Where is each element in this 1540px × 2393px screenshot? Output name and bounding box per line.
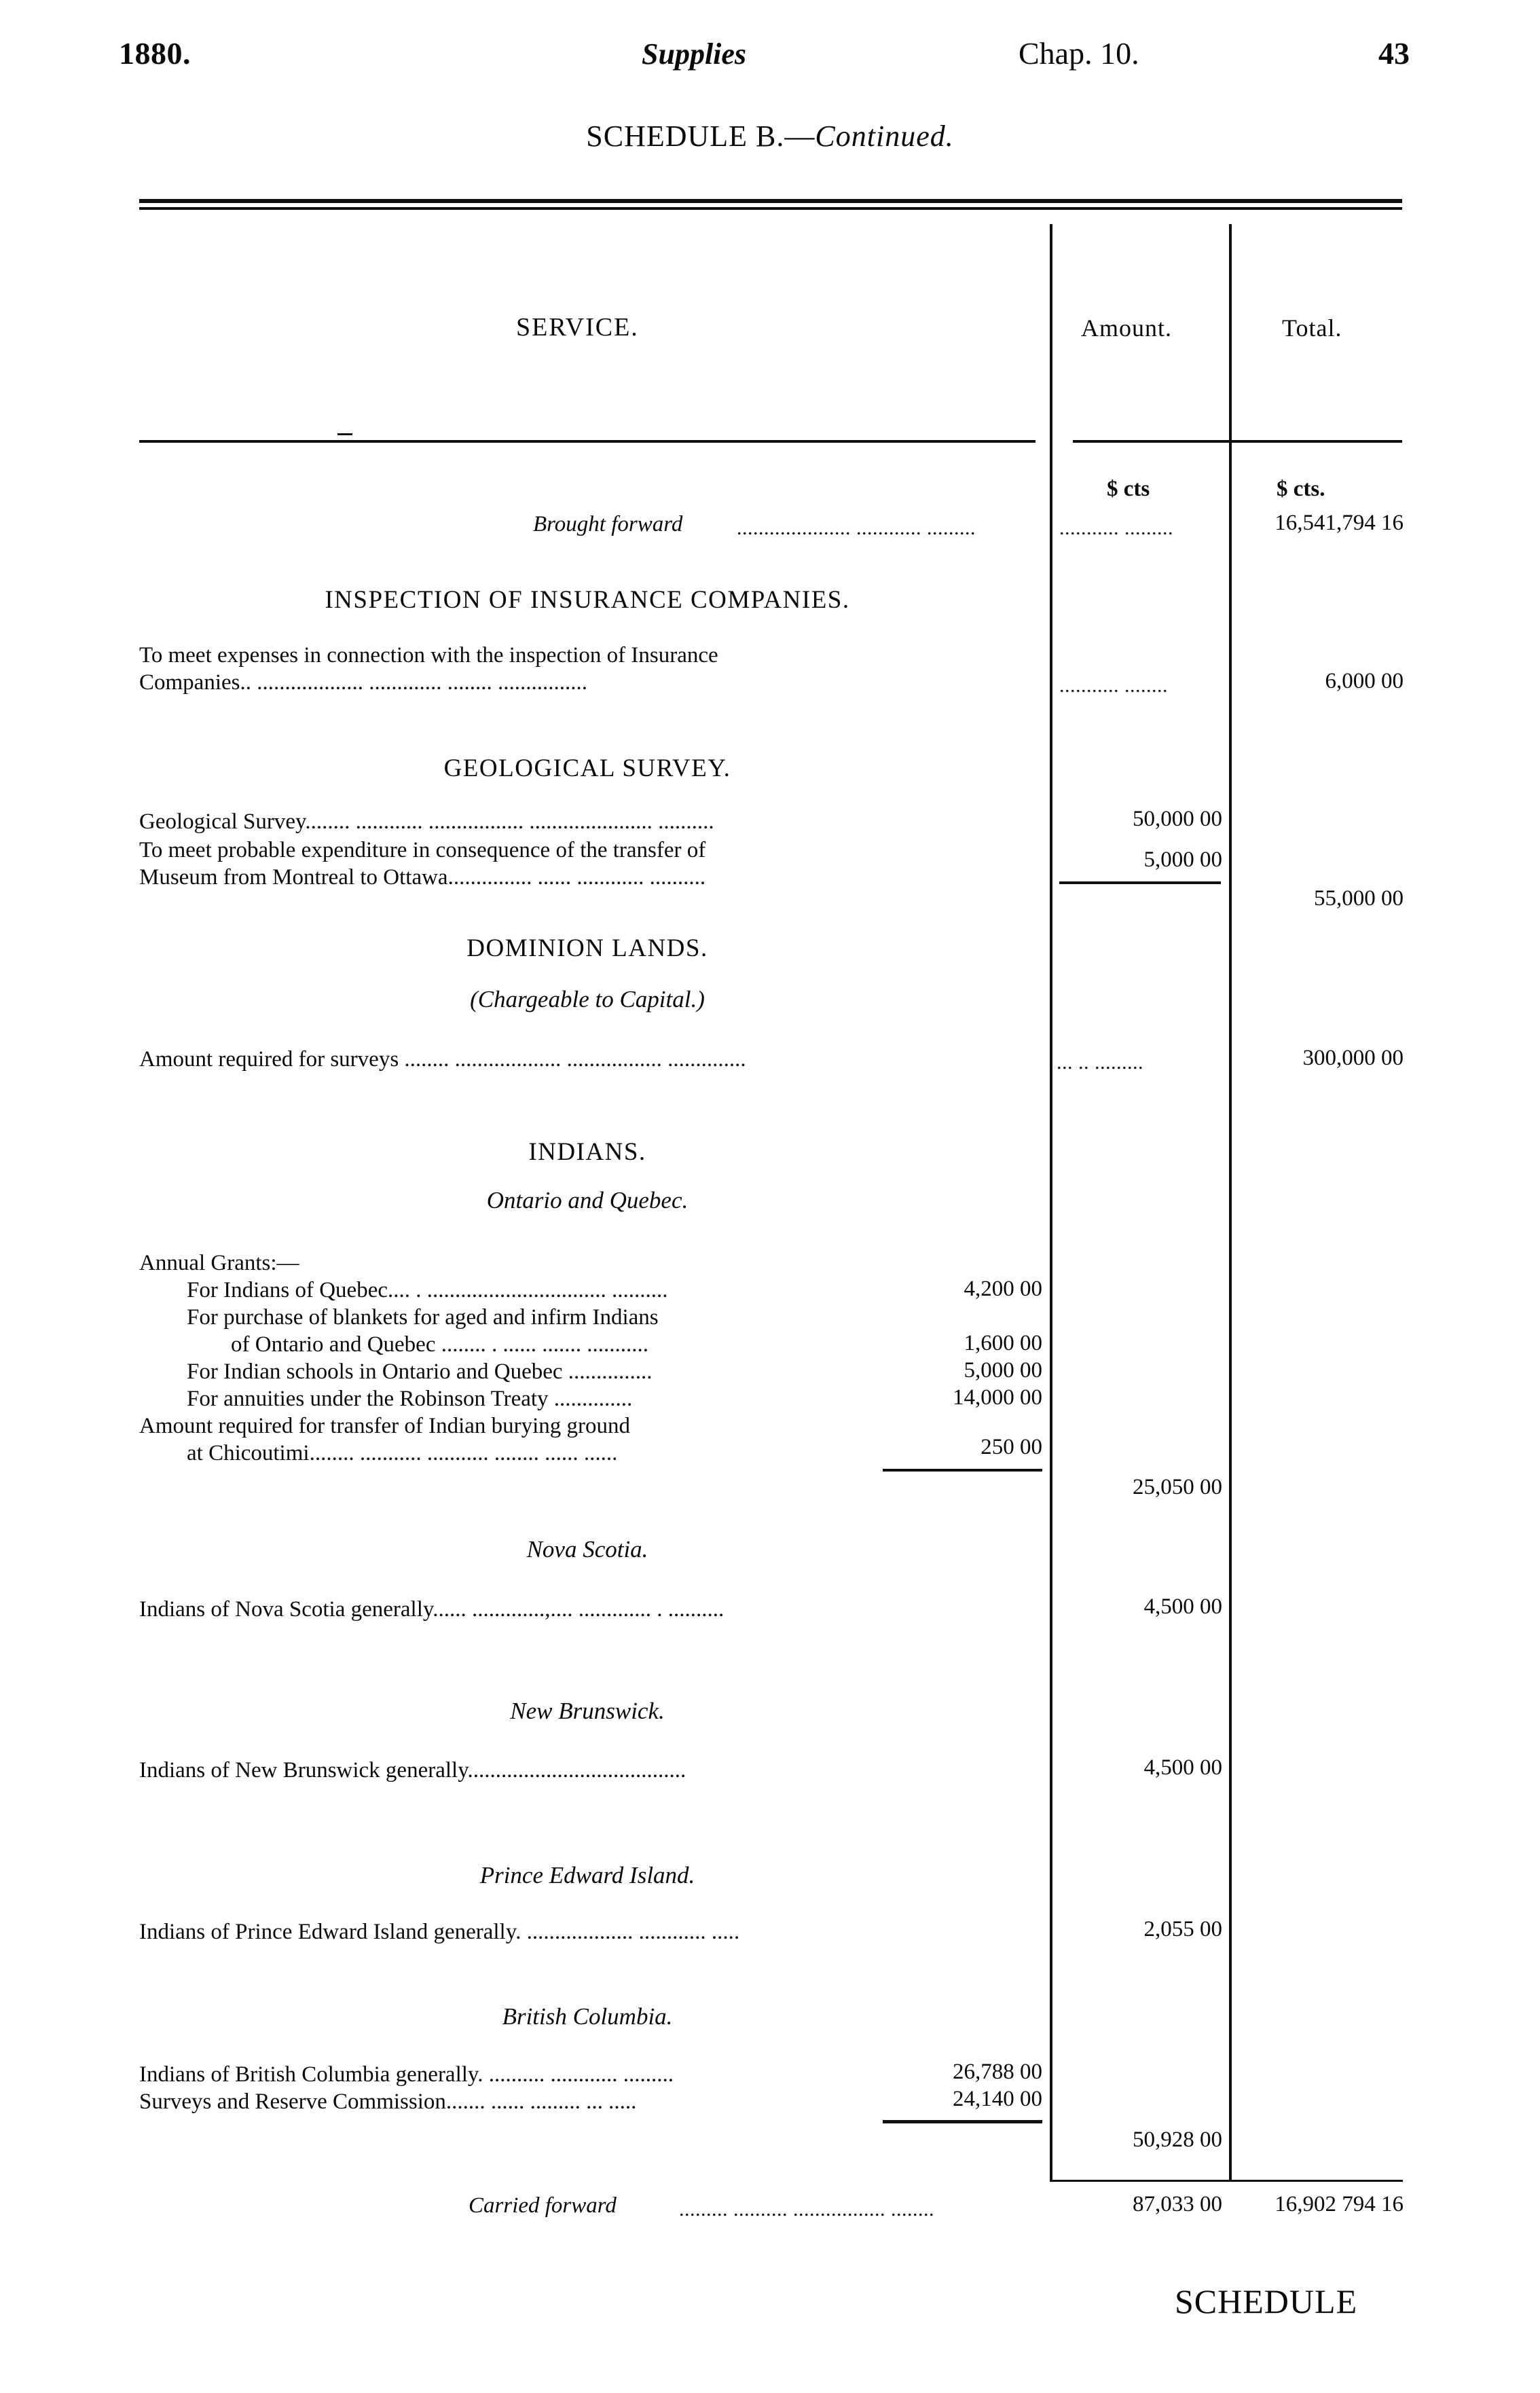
column-separator-total (1229, 224, 1232, 2180)
schedule-caption-continued: Continued. (815, 120, 954, 153)
geological-survey-amount: 50,000 00 (1133, 807, 1222, 831)
indians-ontario-quebec-subtotal-rule (883, 1469, 1042, 1472)
bc-surveys-reserve-amount: 24,140 00 (953, 2087, 1042, 2111)
indians-new-brunswick-amount: 4,500 00 (1143, 1755, 1223, 1780)
indians-ontario-quebec-subtotal: 25,050 00 (1133, 1475, 1222, 1499)
insurance-total: 6,000 00 (1325, 669, 1404, 693)
bc-surveys-reserve-line: Surveys and Reserve Commission....... ..… (139, 2089, 637, 2114)
subheading-nova-scotia: Nova Scotia. (526, 1536, 648, 1563)
indians-pei-amount: 2,055 00 (1143, 1917, 1223, 1941)
schedule-caption: SCHEDULE B.—Continued. (0, 119, 1540, 153)
page-header: 1880. Supplies Chap. 10. 43 (119, 35, 1423, 76)
currency-header-amount: $ cts (1107, 477, 1150, 501)
insurance-line-2: Companies.. ................... ........… (139, 670, 587, 695)
museum-transfer-line-2: Museum from Montreal to Ottawa..........… (139, 865, 706, 890)
burying-ground-line-2: at Chicoutimi........ ........... ......… (187, 1441, 618, 1465)
indians-nova-scotia-amount: 4,500 00 (1143, 1594, 1223, 1619)
table-top-rule-2 (139, 207, 1402, 210)
section-heading-dominion-lands: DOMINION LANDS. (466, 934, 708, 962)
annual-grants-label: Annual Grants:— (139, 1251, 299, 1275)
indians-new-brunswick-line: Indians of New Brunswick generally......… (139, 1758, 686, 1783)
insurance-line-1: To meet expenses in connection with the … (139, 643, 718, 668)
carried-forward-leader: ......... .......... ................. .… (679, 2198, 934, 2221)
indians-bc-line: Indians of British Columbia generally. .… (139, 2062, 674, 2087)
section-heading-indians: INDIANS. (528, 1138, 646, 1166)
geological-total: 55,000 00 (1314, 886, 1404, 911)
dominion-lands-total: 300,000 00 (1302, 1046, 1404, 1070)
footer-catchword: SCHEDULE (1175, 2282, 1358, 2320)
insurance-amount-dots: ........... ........ (1059, 674, 1168, 697)
grant-schools-line: For Indian schools in Ontario and Quebec… (187, 1359, 653, 1384)
carried-forward-total: 16,902 794 16 (1275, 2192, 1404, 2216)
dominion-lands-amount-dots: ... .. ......... (1057, 1051, 1143, 1074)
grant-schools-amount: 5,000 00 (964, 1358, 1043, 1383)
museum-transfer-line-1: To meet probable expenditure in conseque… (139, 838, 706, 862)
subheading-new-brunswick: New Brunswick. (510, 1698, 665, 1724)
header-chapter: Chap. 10. (1019, 36, 1139, 71)
carried-forward-label: Carried forward (469, 2193, 617, 2218)
grant-blankets-amount: 1,600 00 (964, 1331, 1043, 1355)
indians-bc-amount: 26,788 00 (953, 2060, 1042, 2084)
museum-transfer-amount: 5,000 00 (1143, 847, 1223, 872)
table-header-dash (337, 433, 352, 435)
brought-forward-leader: ..................... ............ .....… (737, 517, 976, 539)
section-heading-geological: GEOLOGICAL SURVEY. (443, 754, 731, 782)
column-header-service: SERVICE. (516, 313, 639, 342)
column-header-total: Total. (1282, 314, 1342, 342)
geological-subtotal-rule (1059, 881, 1221, 884)
header-page-number: 43 (1378, 36, 1410, 71)
table-top-rule-1 (139, 199, 1402, 203)
subheading-ontario-quebec: Ontario and Quebec. (486, 1187, 689, 1213)
column-header-amount: Amount. (1081, 314, 1173, 342)
bc-subtotal-rule (883, 2120, 1042, 2123)
header-running-title: Supplies (642, 37, 747, 71)
schedule-caption-main: SCHEDULE B.— (586, 120, 815, 153)
section-subheading-chargeable-capital: (Chargeable to Capital.) (470, 986, 705, 1012)
dominion-lands-surveys-line: Amount required for surveys ........ ...… (139, 1047, 746, 1072)
grant-robinson-treaty-amount: 14,000 00 (953, 1385, 1042, 1410)
bc-subtotal: 50,928 00 (1133, 2127, 1222, 2152)
column-separator-amount (1050, 224, 1052, 2180)
brought-forward-total: 16,541,794 16 (1275, 511, 1404, 535)
brought-forward-amount-dots: ........... ......... (1059, 517, 1173, 539)
indians-nova-scotia-line: Indians of Nova Scotia generally...... .… (139, 1597, 725, 1622)
grant-quebec-amount: 4,200 00 (964, 1277, 1043, 1301)
subheading-prince-edward-island: Prince Edward Island. (479, 1862, 695, 1888)
table-header-rule-right (1073, 440, 1402, 443)
carried-forward-amount: 87,033 00 (1133, 2192, 1222, 2216)
brought-forward-label: Brought forward (533, 512, 683, 536)
grant-robinson-treaty-line: For annuities under the Robinson Treaty … (187, 1387, 633, 1411)
header-year: 1880. (119, 36, 191, 71)
geological-survey-line: Geological Survey........ ............ .… (139, 809, 714, 834)
burying-ground-line-1: Amount required for transfer of Indian b… (139, 1414, 631, 1438)
grant-quebec-line: For Indians of Quebec.... . ............… (187, 1278, 668, 1302)
carried-forward-rule (1050, 2180, 1403, 2182)
section-heading-insurance: INSPECTION OF INSURANCE COMPANIES. (325, 586, 850, 614)
currency-header-total: $ cts. (1277, 477, 1325, 501)
table-header-rule-left (139, 440, 1035, 443)
grant-blankets-line-2: of Ontario and Quebec ........ . ...... … (231, 1332, 648, 1357)
indians-pei-line: Indians of Prince Edward Island generall… (139, 1920, 740, 1944)
burying-ground-amount: 250 00 (980, 1435, 1042, 1459)
grant-blankets-line-1: For purchase of blankets for aged and in… (187, 1305, 659, 1330)
subheading-british-columbia: British Columbia. (502, 2003, 673, 2030)
